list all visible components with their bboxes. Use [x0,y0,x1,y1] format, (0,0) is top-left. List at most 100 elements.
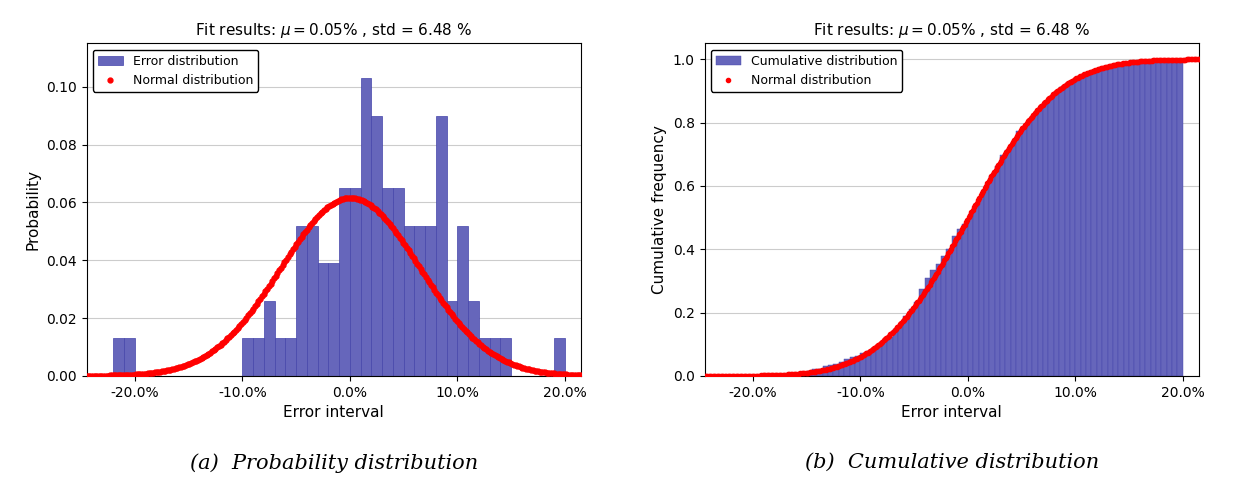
Bar [318,263,329,376]
Normal distribution [1051,88,1065,94]
Bar [1096,69,1103,376]
Bar [1146,60,1151,376]
Bar [253,338,263,376]
Normal distribution [578,373,593,378]
Bar [446,301,457,376]
Normal distribution [1047,90,1062,96]
Bar [1022,127,1027,376]
Bar [812,369,817,376]
Bar [748,375,753,376]
Bar [979,197,984,376]
Legend: Cumulative distribution, Normal distribution: Cumulative distribution, Normal distribu… [711,50,902,92]
Bar [904,316,908,376]
Bar [1075,78,1080,376]
X-axis label: Error interval: Error interval [283,405,384,420]
Bar [844,360,849,376]
Normal distribution [372,210,387,215]
Bar [1140,61,1146,376]
Bar [457,226,468,376]
Bar [801,372,807,376]
Bar [371,116,382,376]
Bar [114,338,124,376]
Normal distribution [381,219,396,225]
Y-axis label: Cumulative frequency: Cumulative frequency [653,125,667,294]
Bar [489,338,501,376]
Bar [274,338,286,376]
Bar [361,78,371,376]
Bar [329,263,339,376]
Bar [1064,84,1070,376]
Bar [1112,64,1119,376]
Bar [833,364,839,376]
Text: (b)  Cumulative distribution: (b) Cumulative distribution [805,453,1099,472]
Bar [892,329,899,376]
Bar [393,188,404,376]
Bar [899,325,904,376]
Bar [286,338,297,376]
Normal distribution [834,362,849,368]
Bar [1054,94,1059,376]
Bar [1086,75,1091,376]
Normal distribution [370,208,384,214]
Bar [957,229,963,376]
Normal distribution [997,151,1012,157]
Bar [1103,69,1107,376]
Bar [931,270,936,376]
Bar [350,188,361,376]
Bar [1048,98,1054,376]
Bar [1032,114,1038,376]
Bar [242,338,253,376]
Bar [1000,155,1005,376]
Bar [1059,87,1064,376]
Normal distribution [1196,56,1211,62]
Bar [791,374,796,376]
Bar [339,188,350,376]
Bar [124,338,135,376]
Line: Normal distribution: Normal distribution [68,196,588,378]
Bar [554,338,565,376]
Bar [871,348,876,376]
Bar [968,215,973,376]
Legend: Error distribution, Normal distribution: Error distribution, Normal distribution [93,50,258,92]
Bar [989,176,995,376]
Bar [1027,121,1032,376]
Bar [1080,77,1086,376]
Bar [952,236,957,376]
Bar [1070,82,1075,376]
Bar [1172,59,1178,376]
Title: Fit results: $\mu = 0.05\%$ , std = 6.48 %: Fit results: $\mu = 0.05\%$ , std = 6.48… [813,21,1090,40]
Bar [1156,59,1162,376]
Bar [887,337,892,376]
Bar [478,338,489,376]
Bar [382,188,393,376]
Normal distribution [499,359,514,364]
Bar [404,226,414,376]
Bar [758,375,764,376]
Bar [785,374,791,376]
Bar [764,375,769,376]
Bar [908,309,915,376]
Bar [1162,59,1167,376]
Bar [307,226,318,376]
Bar [468,301,478,376]
Bar [1151,59,1156,376]
Normal distribution [533,369,548,375]
Bar [915,302,920,376]
Bar [855,356,860,376]
Bar [1135,61,1140,376]
Bar [1038,108,1043,376]
Bar [1011,142,1016,376]
Y-axis label: Probability: Probability [26,169,41,250]
Bar [753,375,758,376]
Bar [839,362,844,376]
Bar [941,256,947,376]
Bar [823,366,828,376]
Normal distribution [660,373,675,379]
Bar [920,289,925,376]
Bar [865,350,871,376]
Bar [1005,150,1011,376]
Bar [1124,62,1128,376]
Line: Normal distribution: Normal distribution [665,57,1206,378]
Normal distribution [873,341,887,347]
Bar [995,166,1000,376]
